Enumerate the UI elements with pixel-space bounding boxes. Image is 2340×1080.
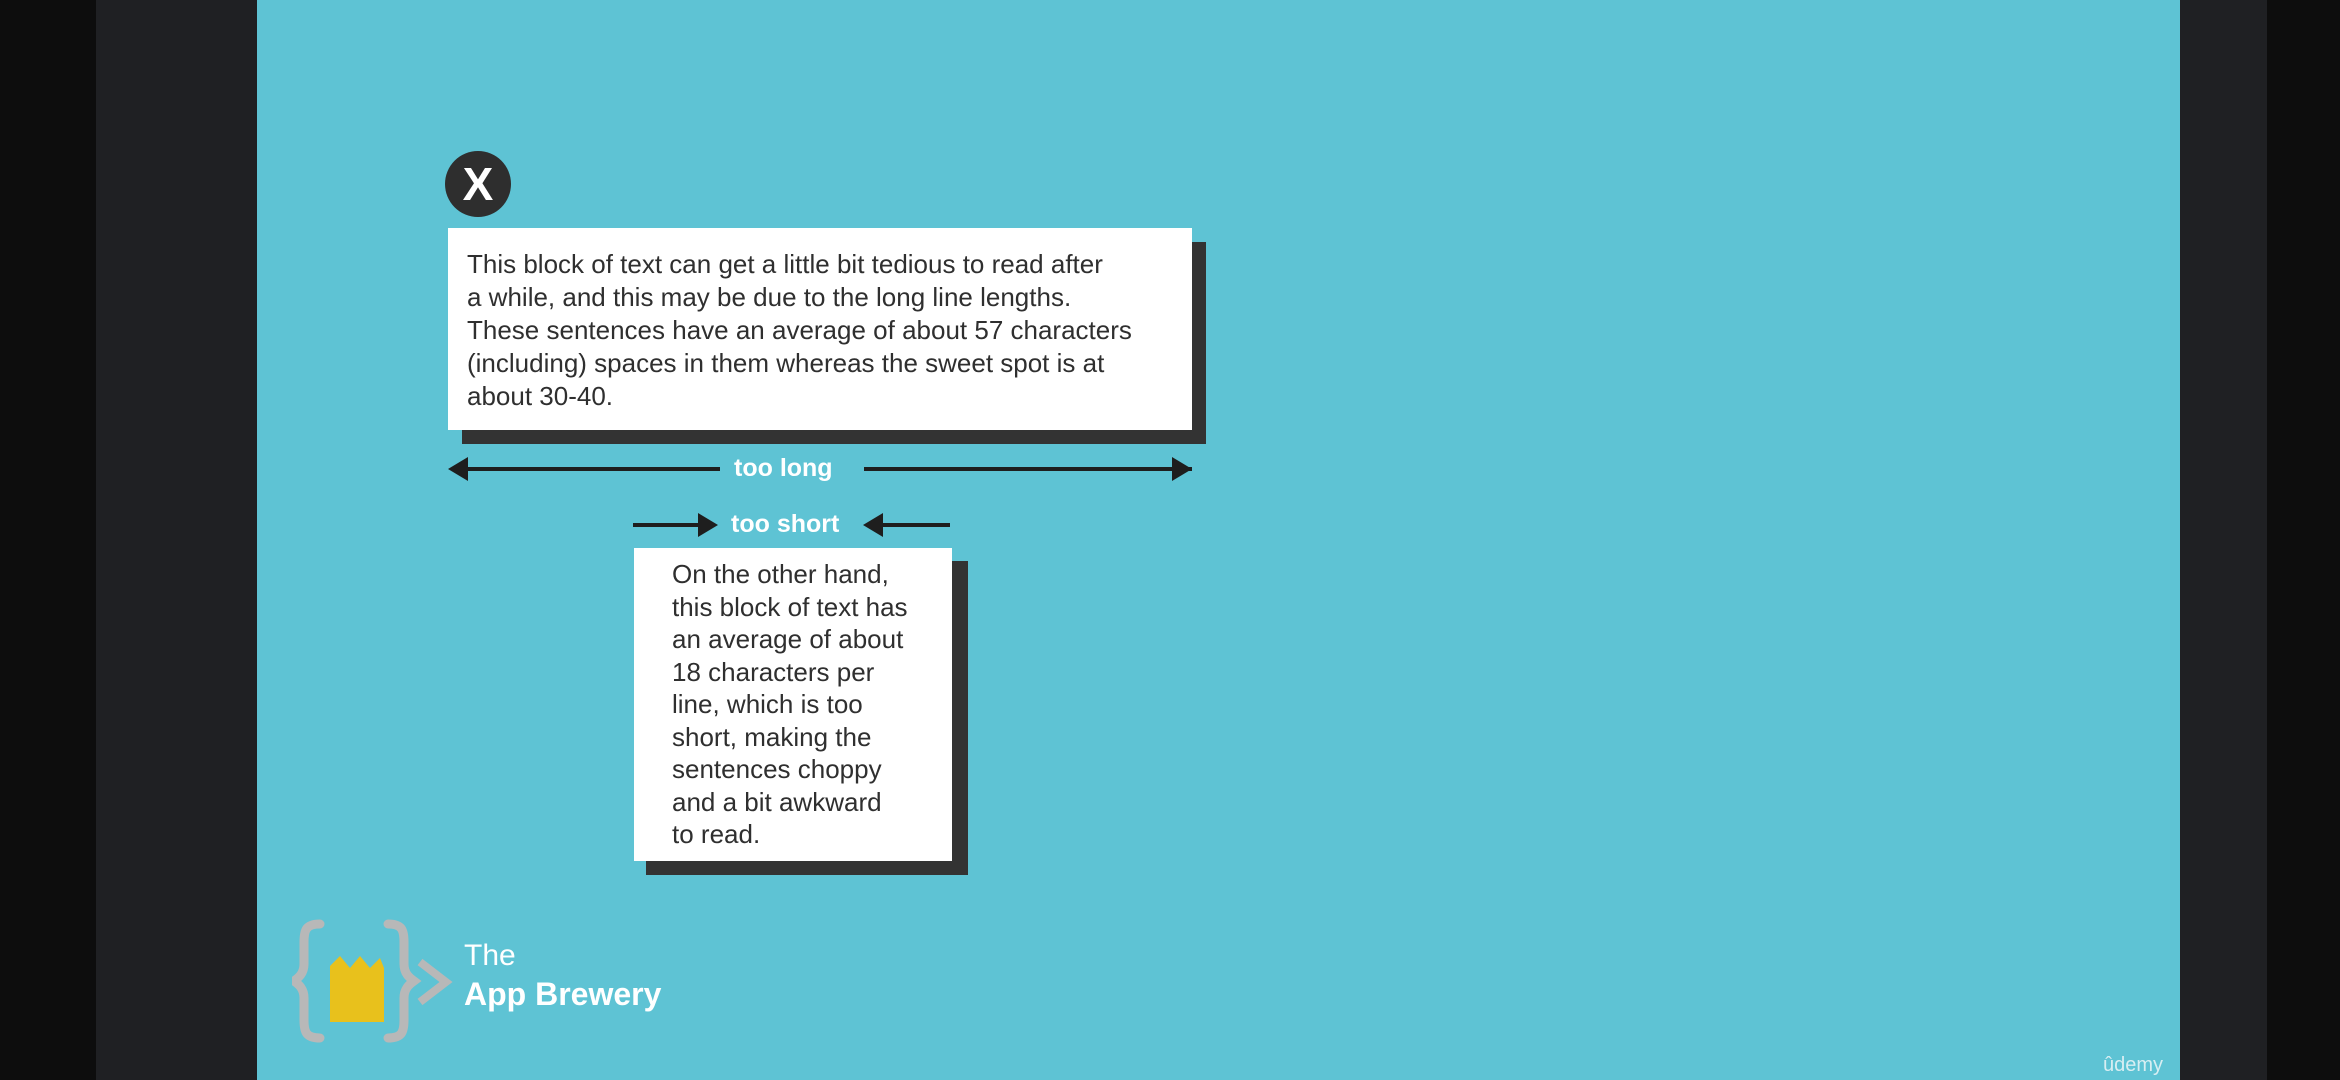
udemy-watermark: ûdemy [2103,1054,2164,1076]
too-long-arrow-line-right [864,467,1192,471]
long-block-line: This block of text can get a little bit … [467,249,1103,279]
too-short-arrow-line-right [878,523,950,527]
short-block-line: an average of about [672,624,904,654]
short-block-line: short, making the [672,721,872,752]
short-block-line: and a bit awkward [672,786,882,817]
app-brewery-logo-icon [292,919,453,1043]
too-long-arrowhead-right [1172,457,1192,481]
pillarbox-left [96,0,257,1080]
too-short-arrow-line-left [633,523,701,527]
short-block-line: to read. [672,819,761,849]
logo-line-the: The [464,939,516,972]
letterbox-right [2267,0,2340,1080]
long-block-line: These sentences have an average of about… [467,315,1132,345]
short-block-line: line, which is too [672,689,863,719]
short-block-line: sentences choppy [672,754,882,784]
too-short-arrowhead-right [698,513,718,537]
too-long-label: too long [734,454,833,482]
lecture-slide [257,0,2180,1080]
short-text-block: On the other hand, this block of text ha… [634,548,952,861]
app-brewery-logo-text: The App Brewery [464,938,661,1014]
long-block-line: a while, and this may be due to the long… [467,282,1072,312]
pillarbox-right [2180,0,2267,1080]
long-block-line: about 30-40. [467,381,614,411]
wrong-example-badge: X [445,151,511,217]
short-block-line: On the other hand, [672,559,889,589]
letterbox-left [0,0,96,1080]
short-block-line: 18 characters per [672,656,875,687]
too-long-arrowhead-left [448,457,468,481]
too-short-label: too short [731,510,840,538]
long-text-block: This block of text can get a little bit … [448,228,1192,430]
too-short-arrowhead-left [863,513,883,537]
too-long-arrow-line-left [462,467,720,471]
short-block-line: this block of text has [672,591,908,622]
logo-line-name: App Brewery [464,976,662,1012]
long-block-line: (including) spaces in them whereas the s… [467,348,1105,378]
